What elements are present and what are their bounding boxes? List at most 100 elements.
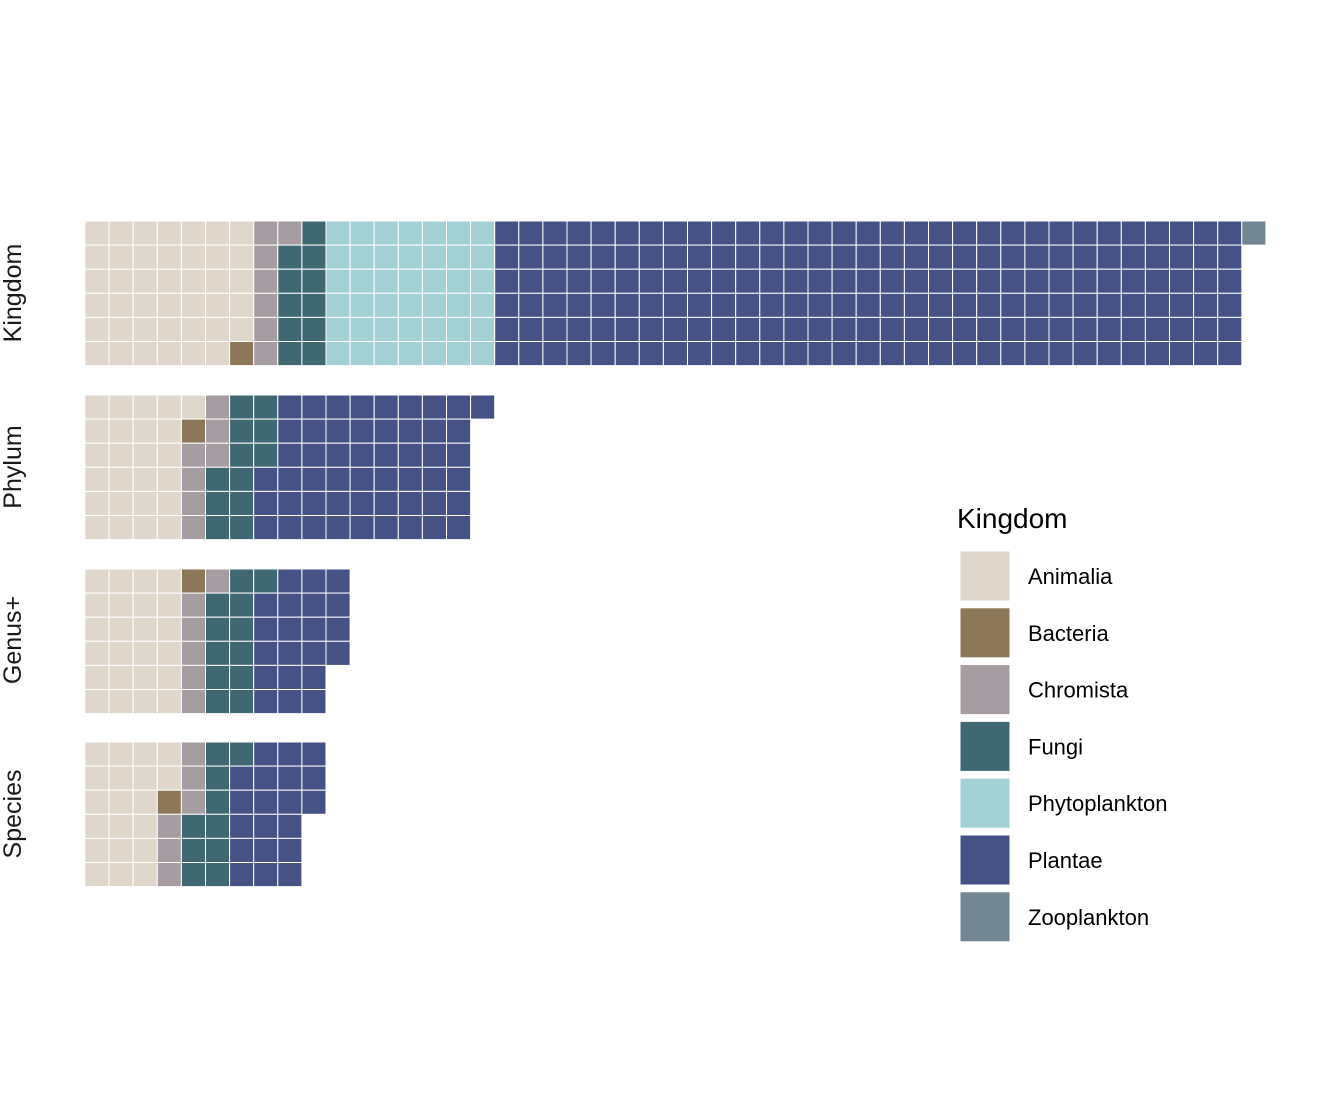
facet-phylum-tiles: [84, 394, 496, 541]
waffle-tile-fungi: [229, 568, 255, 594]
waffle-tile-plantae: [229, 765, 255, 791]
waffle-tile-plantae: [831, 244, 857, 270]
waffle-tile-animalia: [108, 862, 134, 888]
waffle-tile-plantae: [928, 244, 954, 270]
waffle-tile-phytoplankton: [470, 292, 496, 318]
waffle-tile-animalia: [132, 418, 158, 444]
waffle-tile-plantae: [494, 268, 520, 294]
waffle-tile-animalia: [108, 837, 134, 864]
waffle-tile-plantae: [229, 837, 255, 864]
waffle-tile-animalia: [132, 341, 158, 367]
waffle-tile-plantae: [373, 394, 399, 420]
waffle-tile-plantae: [807, 268, 833, 294]
legend-title: Kingdom: [957, 503, 1068, 534]
waffle-tile-animalia: [84, 418, 110, 444]
waffle-tile-animalia: [84, 616, 110, 642]
waffle-tile-plantae: [1217, 244, 1243, 270]
waffle-tile-plantae: [229, 789, 255, 815]
waffle-tile-animalia: [132, 316, 158, 342]
waffle-tile-plantae: [1217, 316, 1243, 342]
waffle-tile-animalia: [84, 765, 110, 791]
waffle-tile-animalia: [132, 292, 158, 318]
waffle-tile-plantae: [879, 268, 905, 294]
waffle-tile-plantae: [373, 418, 399, 444]
waffle-tile-plantae: [446, 515, 472, 541]
waffle-tile-animalia: [108, 220, 134, 246]
waffle-tile-chromista: [205, 394, 231, 420]
legend-key-plantae: [959, 834, 1011, 886]
waffle-tile-plantae: [253, 616, 279, 642]
waffle-tile-fungi: [229, 418, 255, 444]
waffle-tile-animalia: [156, 316, 182, 342]
waffle-tile-animalia: [180, 244, 206, 270]
waffle-tile-phytoplankton: [421, 220, 447, 246]
waffle-tile-plantae: [1024, 341, 1050, 367]
waffle-tile-phytoplankton: [446, 316, 472, 342]
waffle-tile-plantae: [638, 341, 664, 367]
waffle-tile-plantae: [349, 442, 375, 468]
waffle-tile-plantae: [783, 316, 809, 342]
waffle-tile-animalia: [156, 765, 182, 791]
waffle-tile-animalia: [156, 741, 182, 767]
waffle-tile-plantae: [1193, 292, 1219, 318]
waffle-tile-phytoplankton: [446, 292, 472, 318]
facet-genus-tiles: [84, 568, 351, 715]
waffle-tile-animalia: [132, 616, 158, 642]
waffle-tile-chromista: [253, 341, 279, 367]
waffle-tile-plantae: [855, 220, 881, 246]
waffle-tile-plantae: [614, 220, 640, 246]
waffle-tile-plantae: [446, 394, 472, 420]
waffle-tile-phytoplankton: [446, 341, 472, 367]
waffle-tile-phytoplankton: [349, 220, 375, 246]
waffle-tile-plantae: [759, 268, 785, 294]
waffle-tile-plantae: [1072, 268, 1098, 294]
waffle-tile-chromista: [180, 664, 206, 691]
waffle-tile-plantae: [687, 268, 713, 294]
waffle-tile-plantae: [638, 316, 664, 342]
legend-entry-phytoplankton: Phytoplankton: [959, 777, 1167, 829]
waffle-tile-fungi: [205, 490, 231, 516]
waffle-tile-plantae: [277, 515, 303, 541]
waffle-tile-phytoplankton: [349, 268, 375, 294]
waffle-tile-animalia: [229, 316, 255, 342]
waffle-tile-phytoplankton: [349, 316, 375, 342]
legend-key-bacteria: [959, 607, 1011, 659]
legend-label-bacteria: Bacteria: [1028, 621, 1109, 646]
legend: Kingdom Animalia Bacteria Chromista Fungi Ph…: [957, 503, 1167, 943]
waffle-tile-plantae: [253, 813, 279, 839]
waffle-tile-plantae: [1120, 341, 1146, 367]
waffle-tile-chromista: [205, 442, 231, 468]
waffle-tile-fungi: [229, 616, 255, 642]
legend-key-zooplankton: [959, 891, 1011, 943]
waffle-tile-plantae: [397, 466, 423, 492]
legend-label-zooplankton: Zooplankton: [1028, 905, 1149, 930]
waffle-tile-plantae: [301, 466, 327, 492]
waffle-tile-animalia: [108, 616, 134, 642]
waffle-tile-animalia: [132, 837, 158, 864]
waffle-tile-plantae: [687, 341, 713, 367]
waffle-tile-phytoplankton: [397, 316, 423, 342]
waffle-tile-plantae: [301, 418, 327, 444]
waffle-tile-plantae: [1096, 316, 1122, 342]
waffle-tile-plantae: [879, 220, 905, 246]
waffle-tile-plantae: [662, 220, 689, 246]
waffle-tile-plantae: [253, 837, 279, 864]
legend-entry-bacteria: Bacteria: [959, 607, 1109, 659]
waffle-tile-plantae: [277, 689, 303, 715]
waffle-tile-fungi: [253, 442, 279, 468]
waffle-tile-plantae: [277, 490, 303, 516]
waffle-tile-plantae: [1144, 292, 1171, 318]
waffle-tile-animalia: [84, 244, 110, 270]
waffle-tile-plantae: [253, 765, 279, 791]
waffle-tile-plantae: [253, 689, 279, 715]
waffle-tile-plantae: [373, 466, 399, 492]
waffle-tile-fungi: [229, 741, 255, 767]
waffle-tile-animalia: [84, 220, 110, 246]
legend-key-chromista: [959, 664, 1011, 716]
waffle-tile-plantae: [1193, 341, 1219, 367]
waffle-tile-phytoplankton: [373, 244, 399, 270]
waffle-tile-plantae: [277, 765, 303, 791]
waffle-tile-animalia: [84, 466, 110, 492]
waffle-tile-plantae: [277, 813, 303, 839]
waffle-tile-plantae: [1072, 244, 1098, 270]
